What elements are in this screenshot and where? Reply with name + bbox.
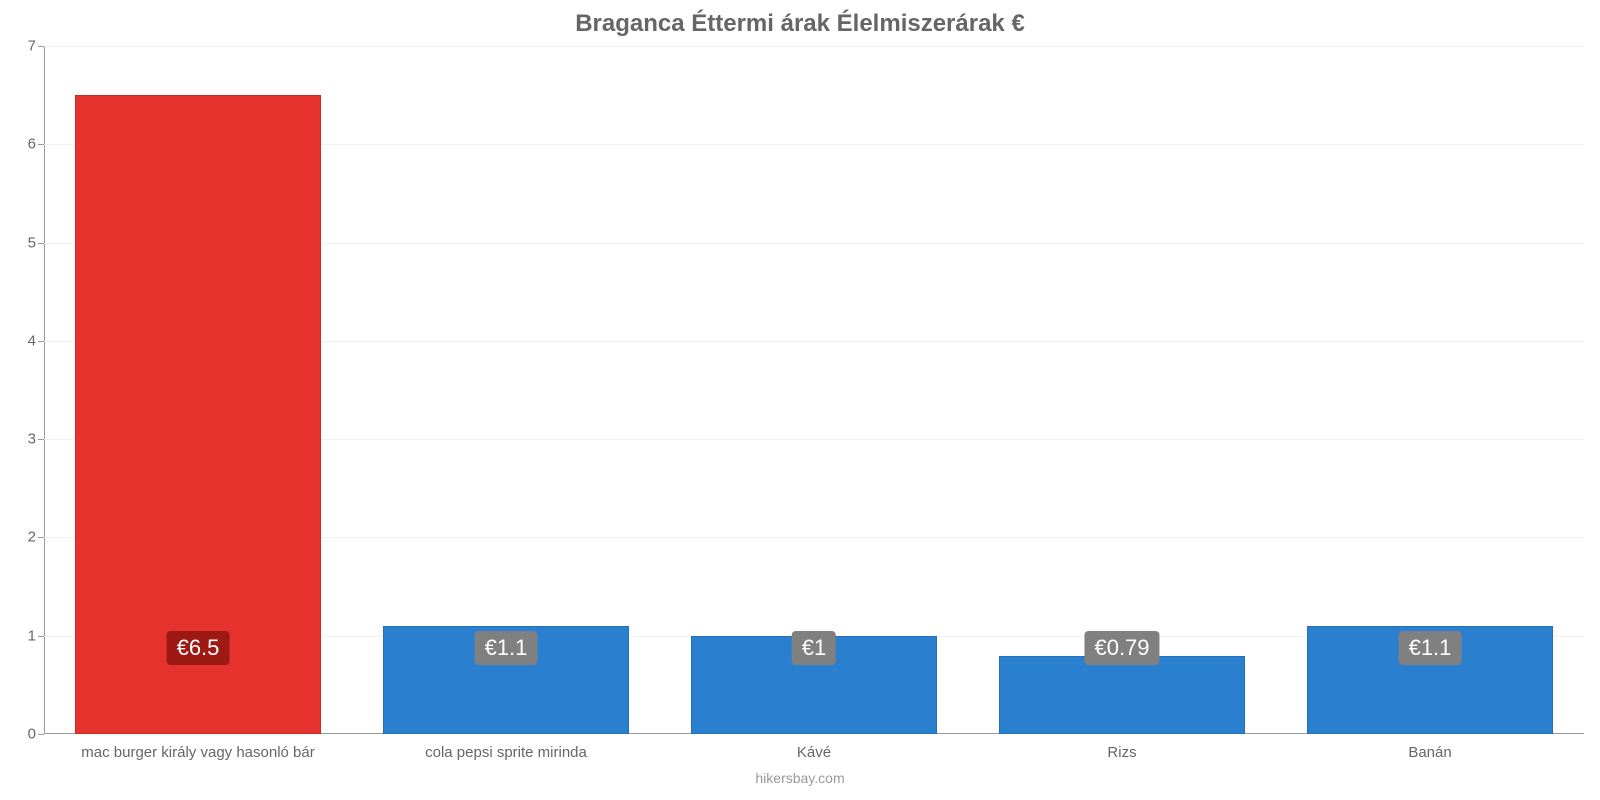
y-tick-label: 3 <box>14 431 36 448</box>
y-tick-label: 5 <box>14 234 36 251</box>
bar <box>999 656 1245 734</box>
x-tick-label: Banán <box>1408 744 1451 761</box>
bar-slot: €1 <box>660 46 968 734</box>
x-tick-label: Kávé <box>797 744 831 761</box>
y-tick-label: 1 <box>14 627 36 644</box>
y-tick-label: 6 <box>14 136 36 153</box>
price-bar-chart: Braganca Éttermi árak Élelmiszerárak € 0… <box>0 0 1600 800</box>
y-tick-label: 2 <box>14 529 36 546</box>
bar-value-badge: €6.5 <box>167 631 230 665</box>
bar-slot: €6.5 <box>44 46 352 734</box>
bars-row: €6.5 €1.1 €1 €0.79 €1.1 <box>44 46 1584 734</box>
bar-value-badge: €0.79 <box>1084 631 1159 665</box>
source-label: hikersbay.com <box>755 770 844 786</box>
x-tick-label: Rizs <box>1107 744 1136 761</box>
bar-slot: €0.79 <box>968 46 1276 734</box>
chart-title: Braganca Éttermi árak Élelmiszerárak € <box>0 0 1600 38</box>
x-tick-label: mac burger király vagy hasonló bár <box>81 744 314 761</box>
y-tick-mark <box>38 734 44 735</box>
bar-value-badge: €1.1 <box>1399 631 1462 665</box>
y-tick-label: 0 <box>14 726 36 743</box>
y-tick-label: 7 <box>14 38 36 55</box>
y-tick-label: 4 <box>14 332 36 349</box>
bar-value-badge: €1.1 <box>475 631 538 665</box>
bar-slot: €1.1 <box>352 46 660 734</box>
plot-area: 01234567 €6.5€1.1€1€0.79€1.1 mac burger … <box>44 46 1584 734</box>
x-tick-label: cola pepsi sprite mirinda <box>425 744 587 761</box>
bar-value-badge: €1 <box>792 631 836 665</box>
bar-slot: €1.1 <box>1276 46 1584 734</box>
